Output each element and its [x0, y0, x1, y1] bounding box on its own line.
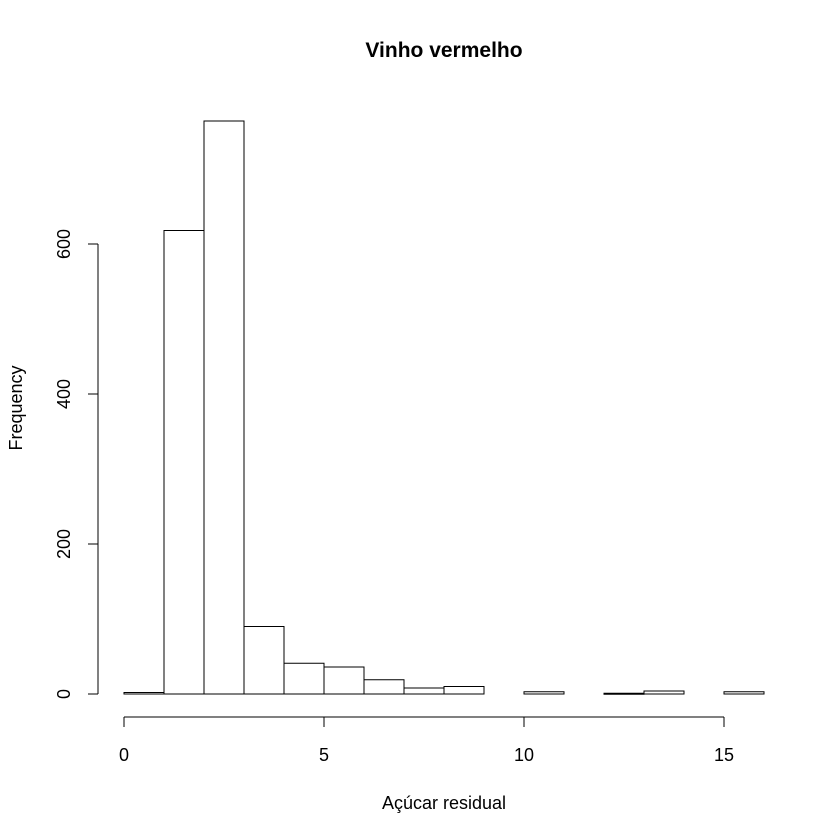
histogram-bar-15 — [723, 691, 765, 695]
histogram-bar-10 — [523, 691, 565, 695]
histogram-bar-13 — [643, 690, 685, 695]
x-axis-label: Açúcar residual — [382, 793, 506, 813]
histogram-bar-2 — [203, 120, 245, 695]
x-tick-label: 5 — [319, 745, 329, 765]
chart-title: Vinho vermelho — [365, 39, 522, 62]
y-tick-label: 400 — [54, 379, 74, 409]
bars-group — [123, 120, 765, 695]
histogram-bar-4 — [283, 662, 325, 695]
x-tick-label: 15 — [714, 745, 734, 765]
y-tick-label: 200 — [54, 529, 74, 559]
histogram-bar-7 — [403, 687, 445, 695]
histogram-bar-5 — [323, 666, 365, 695]
x-tick-label: 0 — [119, 745, 129, 765]
x-tick-label: 10 — [514, 745, 534, 765]
y-tick-label: 600 — [54, 229, 74, 259]
histogram-bar-8 — [443, 686, 485, 695]
y-tick-label: 0 — [54, 689, 74, 699]
histogram-bar-1 — [163, 230, 205, 695]
histogram-bar-6 — [363, 679, 405, 695]
histogram-bar-0 — [123, 692, 165, 695]
y-axis-label: Frequency — [6, 365, 26, 450]
y-axis: 0 200 400 600 — [54, 229, 99, 699]
histogram-bar-12 — [603, 692, 645, 695]
x-axis: 0 5 10 15 — [119, 716, 734, 765]
histogram-bar-3 — [243, 626, 285, 695]
